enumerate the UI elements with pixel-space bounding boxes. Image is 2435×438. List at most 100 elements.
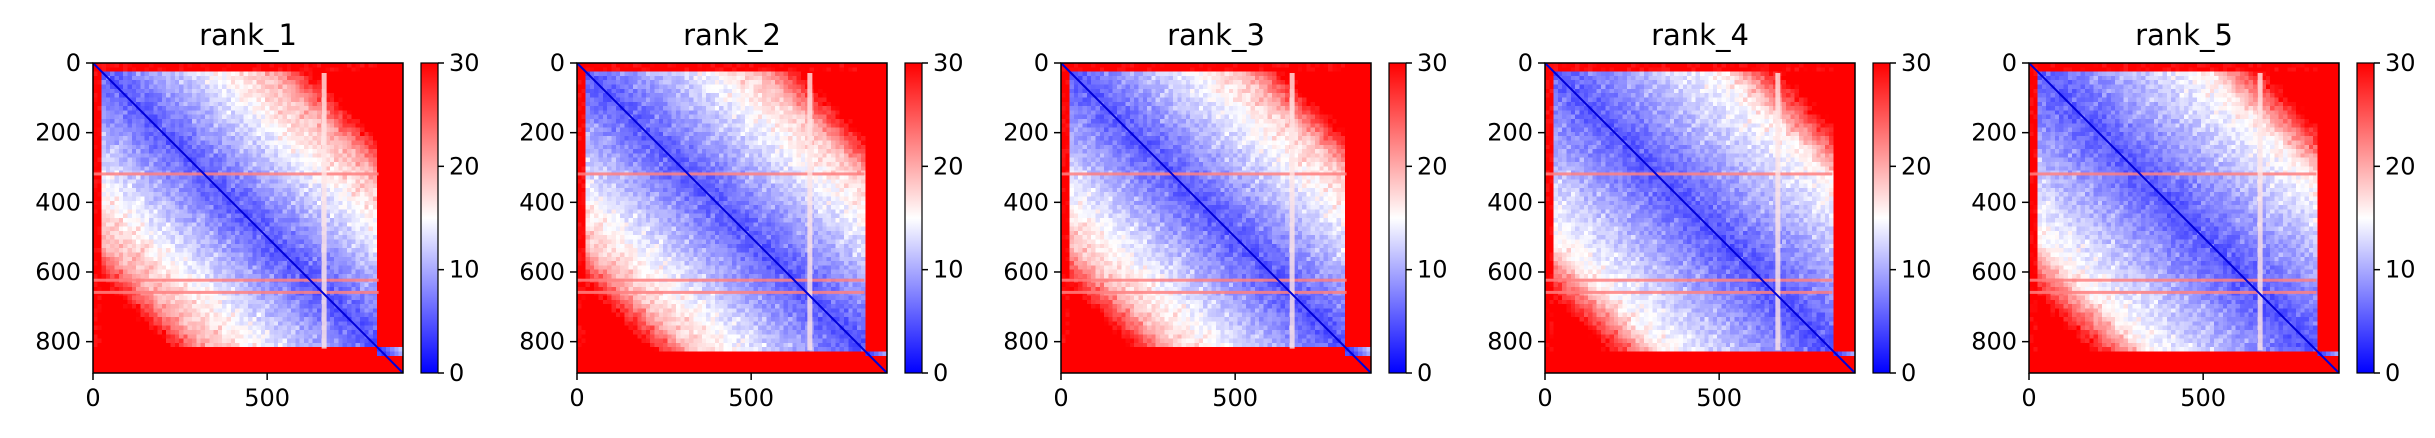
heatmap-cell [148,84,154,90]
heatmap-cell [334,196,340,202]
heatmap-cell [213,63,219,68]
heatmap-cell [342,304,348,310]
heatmap-cell [265,252,271,258]
heatmap-cell [334,355,340,361]
heatmap-cell [390,334,395,340]
heatmap-cell [278,131,284,137]
heatmap-cell [248,166,253,172]
heatmap-cell [359,218,365,223]
heatmap-cell [299,261,305,266]
heatmap-cell [148,286,154,292]
heatmap-cell [347,144,352,150]
heatmap-cell [161,252,167,258]
heatmap-cell [334,153,340,159]
heatmap-cell [204,230,210,236]
heatmap-cell [269,63,275,68]
heatmap-cell [123,140,129,146]
heatmap-cell [295,243,301,249]
heatmap-cell [174,196,180,202]
heatmap-cell [273,131,279,137]
heatmap-cell [351,252,357,258]
heatmap-cell [394,325,400,331]
heatmap-cell [123,162,129,167]
heatmap-cell [377,127,383,133]
heatmap-cell [97,218,103,223]
heatmap-cell [222,136,228,142]
heatmap-cell [342,252,348,258]
heatmap-cell [351,80,357,86]
heatmap-cell [105,239,111,245]
heatmap-cell [248,88,253,94]
heatmap-cell [131,200,137,206]
heatmap-cell [269,230,275,236]
heatmap-cell [252,235,258,241]
heatmap-cell [170,187,176,193]
heatmap-cell [377,256,383,262]
heatmap-cell [213,213,219,219]
heatmap-cell [153,162,159,167]
heatmap-cell [187,286,193,292]
heatmap-cell [183,88,189,94]
heatmap-cell [398,338,404,344]
heatmap-cell [273,84,279,90]
heatmap-cell [394,187,400,193]
heatmap-cell [269,269,275,275]
heatmap-cell [316,299,322,305]
heatmap-cell [101,252,107,258]
heatmap-cell [97,106,103,111]
heatmap-cell [243,355,249,361]
heatmap-cell [329,118,335,124]
heatmap-cell [192,222,197,228]
heatmap-cell [101,299,107,305]
heatmap-cell [114,209,120,215]
heatmap-cell [338,127,344,133]
heatmap-cell [183,200,189,206]
heatmap-cell [187,144,193,150]
heatmap-cell [312,329,318,335]
heatmap-cell [196,308,202,314]
heatmap-cell [273,282,279,288]
heatmap-cell [394,144,400,150]
heatmap-cell [105,205,111,210]
heatmap-cell [385,347,391,353]
heatmap-cell [166,209,172,215]
heatmap-cell [329,179,335,185]
heatmap-cell [342,243,348,249]
heatmap-cell [196,63,202,68]
heatmap-cell [204,273,210,279]
heatmap-cell [144,63,150,68]
heatmap-cell [286,325,292,331]
heatmap-cell [97,88,103,94]
heatmap-cell [252,67,258,73]
heatmap-cell [260,213,266,219]
heatmap-cell [248,93,253,99]
heatmap-cell [252,84,258,90]
heatmap-cell [368,304,374,310]
heatmap-cell [131,123,137,129]
heatmap-cell [161,222,167,228]
heatmap-cell [325,183,331,189]
heatmap-cell [291,273,296,279]
heatmap-cell [355,192,361,198]
heatmap-cell [351,226,357,232]
heatmap-cell [359,286,365,292]
heatmap-cell [390,71,395,77]
heatmap-cell [269,226,275,232]
heatmap-cell [351,334,357,340]
heatmap-cell [144,273,150,279]
heatmap-cell [359,136,365,142]
heatmap-cell [355,183,361,189]
heatmap-cell [148,295,154,301]
heatmap-cell [230,235,236,241]
heatmap-cell [312,338,318,344]
heatmap-cell [394,123,400,129]
heatmap-cell [377,123,383,129]
heatmap-cell [355,321,361,327]
heatmap-cell [312,118,318,124]
heatmap-cell [153,243,159,249]
heatmap-cell [217,256,223,262]
heatmap-cell [248,106,253,111]
heatmap-cell [385,278,391,284]
heatmap-cell [372,218,378,223]
heatmap-cell [166,80,172,86]
